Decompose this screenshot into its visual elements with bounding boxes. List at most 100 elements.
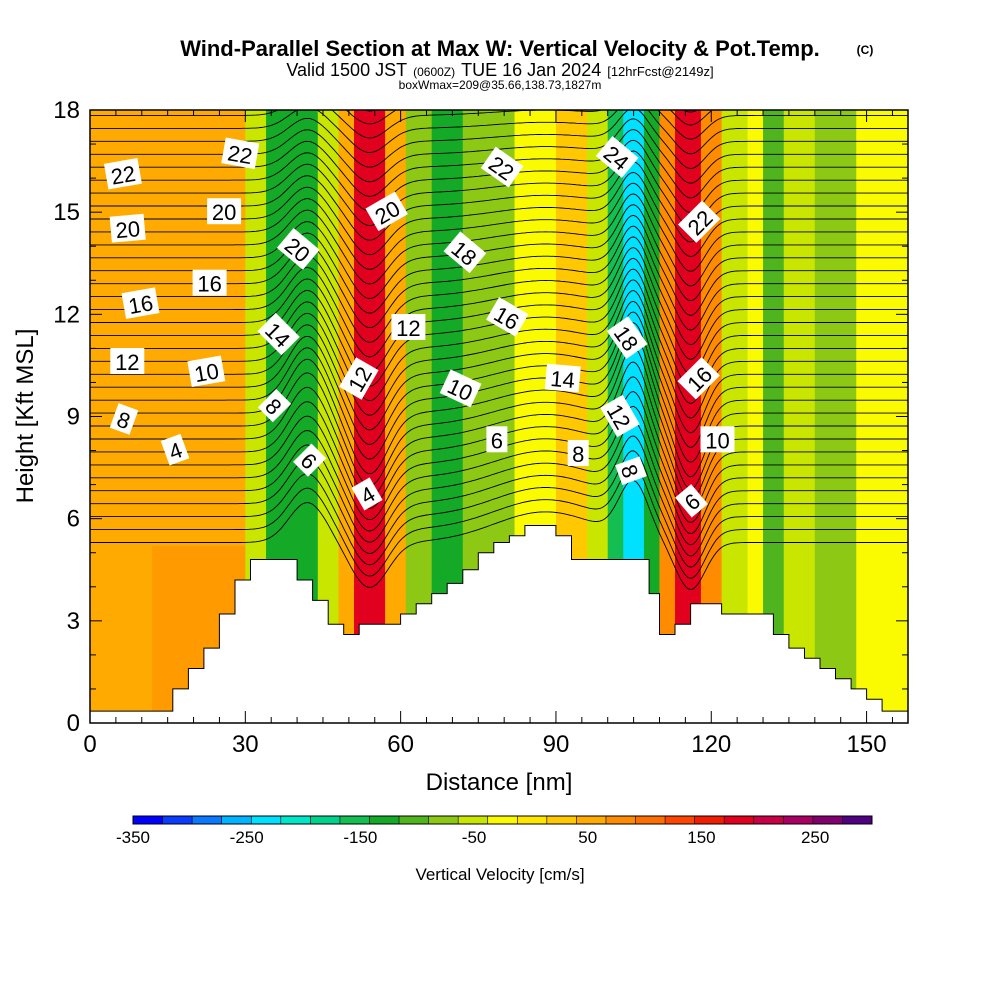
velocity-band-21 — [763, 110, 785, 723]
theta-contour-32 — [90, 110, 908, 155]
theta-contour-10 — [90, 333, 908, 478]
subtitle-box: boxWmax=209@35.66,138.73,1827m — [399, 78, 602, 92]
contour-label-16: 12 — [110, 348, 145, 375]
contour-label-11: 16 — [192, 269, 227, 297]
x-tick-label: 90 — [543, 731, 570, 758]
y-tick-label: 3 — [67, 608, 80, 635]
colorbar-swatch — [162, 816, 193, 824]
contour-label-31: 4 — [351, 477, 383, 511]
colorbar-swatch — [605, 816, 636, 824]
theta-contour-27 — [90, 150, 908, 228]
contour-label-text: 16 — [127, 290, 155, 319]
contour-label-5: 20 — [207, 198, 242, 225]
theta-contour-19 — [90, 236, 908, 346]
theta-contour-1 — [90, 465, 908, 579]
velocity-band-6 — [385, 110, 407, 723]
contour-label-24: 12 — [600, 394, 640, 438]
colorbar-swatch — [517, 816, 548, 824]
contour-label-28: 10 — [700, 426, 735, 453]
colorbar-swatch — [192, 816, 222, 824]
theta-contour-5 — [90, 405, 908, 535]
colorbar-tick-label: 250 — [801, 828, 829, 847]
colorbar-tick-label: -150 — [343, 828, 377, 847]
contour-label-20: 14 — [544, 363, 581, 393]
theta-contour-24 — [90, 182, 908, 272]
chart-subtitle: Valid 1500 JST (0600Z) TUE 16 Jan 2024 [12h… — [286, 60, 713, 80]
velocity-band-16 — [659, 110, 676, 723]
contour-label-10: 16 — [121, 287, 160, 319]
contour-label-25: 4 — [160, 433, 190, 466]
colorbar-swatch — [369, 816, 400, 824]
y-tick-label: 12 — [53, 301, 80, 328]
colorbar-swatch — [665, 816, 695, 824]
colorbar-tick-label: -50 — [462, 828, 487, 847]
theta-contour-0 — [90, 479, 908, 590]
contour-label-text: 20 — [212, 200, 236, 225]
x-tick-label: 60 — [387, 731, 414, 758]
contour-label-text: 8 — [572, 442, 584, 467]
contour-label-22: 8 — [109, 403, 139, 435]
y-tick-label: 6 — [67, 506, 80, 533]
colorbar-swatch — [133, 816, 163, 824]
contour-label-text: 10 — [192, 358, 220, 387]
x-tick-label: 0 — [83, 731, 96, 758]
y-tick-label: 18 — [53, 97, 80, 124]
contour-label-text: 20 — [115, 216, 142, 243]
y-tick-label: 15 — [53, 199, 80, 226]
contour-label-0: 22 — [103, 157, 142, 190]
theta-contour-13 — [90, 300, 908, 434]
contour-label-text: 22 — [109, 161, 137, 190]
colorbar-swatch — [694, 816, 725, 824]
contour-label-12: 16 — [486, 297, 529, 337]
x-tick-label: 120 — [691, 731, 731, 758]
theta-contour-12 — [90, 311, 908, 448]
x-tick-label: 30 — [232, 731, 259, 758]
contour-label-text: 6 — [491, 428, 503, 453]
colorbar-swatch — [221, 816, 252, 824]
theta-contour-9 — [90, 346, 908, 490]
velocity-band-22 — [783, 110, 816, 723]
colorbar-tick-label: 50 — [578, 828, 597, 847]
copyright-mark: (C) — [857, 43, 874, 57]
y-tick-label: 0 — [67, 710, 80, 737]
theta-contour-14 — [90, 290, 908, 419]
colorbar-swatch — [310, 816, 341, 824]
colorbar-swatch — [753, 816, 784, 824]
colorbar-title: Vertical Velocity [cm/s] — [415, 865, 584, 884]
colorbar-swatch — [576, 816, 607, 824]
colorbar: -350 -250 -150 -50 50 150 250 — [116, 815, 873, 847]
colorbar-swatch — [724, 816, 755, 824]
y-tick-label: 9 — [67, 404, 80, 431]
theta-contour-15 — [90, 279, 908, 404]
theta-contour-8 — [90, 361, 908, 501]
contour-label-text: 16 — [197, 272, 221, 297]
velocity-band-20 — [747, 110, 764, 723]
colorbar-swatch — [339, 816, 370, 824]
contour-label-27: 8 — [567, 440, 589, 467]
theta-contour-33 — [90, 110, 908, 140]
colorbar-swatch — [546, 816, 577, 824]
x-axis-title: Distance [nm] — [426, 769, 573, 796]
terrain — [90, 525, 908, 723]
theta-contour-3 — [90, 435, 908, 557]
colorbar-tick-label: 150 — [687, 828, 715, 847]
contour-label-1: 22 — [221, 137, 260, 169]
velocity-band-4 — [338, 110, 355, 723]
theta-contour-23 — [90, 193, 908, 287]
colorbar-swatch — [428, 816, 459, 824]
theta-contour-22 — [90, 204, 908, 302]
contour-label-30: 8 — [615, 456, 647, 485]
colorbar-swatch — [487, 816, 518, 824]
colorbar-tick-label: -250 — [230, 828, 264, 847]
velocity-band-23 — [814, 110, 857, 723]
contour-label-text: 12 — [115, 350, 139, 375]
subtitle-valid: Valid 1500 JST — [286, 60, 407, 80]
colorbar-swatch — [783, 816, 814, 824]
y-axis: 0 3 6 9 12 15 18 — [53, 97, 908, 737]
colorbar-swatch — [635, 816, 666, 824]
colorbar-tick-label: -350 — [116, 828, 150, 847]
subtitle-forecast: [12hrFcst@2149z] — [607, 64, 713, 79]
colorbar-swatch — [251, 816, 282, 824]
